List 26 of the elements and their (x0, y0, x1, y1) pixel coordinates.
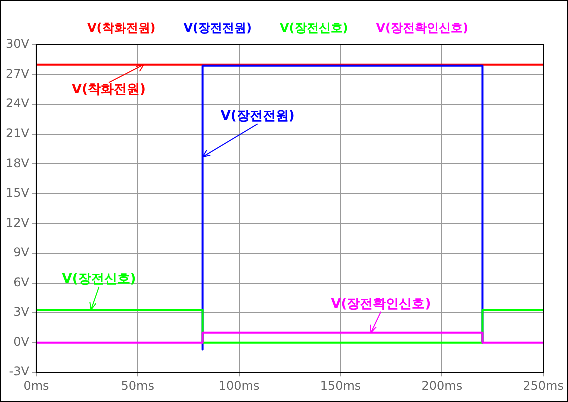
y-tick-label: 0V (14, 334, 30, 349)
y-tick-label: 6V (14, 275, 30, 290)
x-tick-label: 200ms (422, 378, 463, 393)
y-tick-label: 18V (6, 156, 30, 170)
x-tick-label: 100ms (218, 378, 260, 393)
annotation: V(착화전원) (72, 82, 146, 98)
x-tick-label: 50ms (121, 378, 155, 393)
x-tick-label: 0ms (24, 378, 50, 393)
text: V(장전확인신호) (376, 21, 469, 36)
y-tick-label: 21V (6, 126, 30, 140)
y-tick-label: -3V (9, 364, 30, 379)
annotation: V(장전신호) (62, 272, 136, 287)
text: V(장전전원) (184, 21, 252, 36)
x-tick-label: 250ms (523, 378, 564, 393)
text: V(착화전원) (87, 21, 156, 36)
y-tick-label: 9V (14, 246, 30, 260)
y-tick-label: 12V (6, 216, 30, 230)
y-tick-label: 3V (14, 305, 30, 320)
x-tick-label: 150ms (320, 378, 362, 393)
y-tick-label: 15V (6, 186, 30, 200)
y-tick-label: 27V (6, 66, 30, 81)
annotation: V(장전확인신호) (331, 296, 432, 312)
annotation: V(장전전원) (220, 109, 295, 124)
y-tick-label: 24V (6, 96, 30, 111)
y-tick-label: 30V (6, 37, 30, 52)
text: V(장전신호) (280, 21, 348, 36)
